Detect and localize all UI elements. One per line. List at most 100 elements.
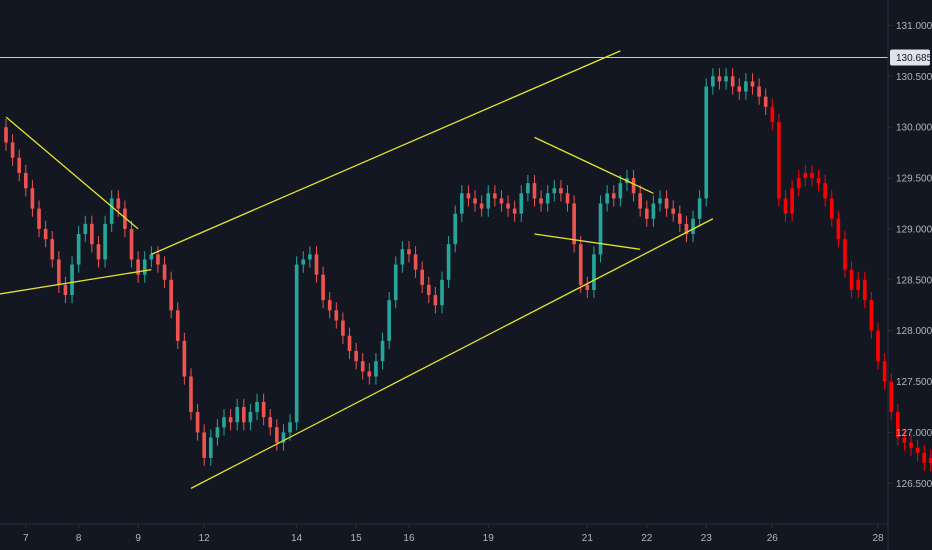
candle-body — [783, 198, 788, 214]
candle-body — [169, 279, 173, 311]
candle-body — [215, 427, 220, 438]
candle-body — [902, 437, 907, 443]
candle-body — [519, 193, 524, 214]
candle-body — [512, 208, 517, 214]
candle-body — [400, 249, 405, 265]
y-axis: 131.000 130.500 130.000 129.500 129.000 128.5… — [888, 21, 932, 490]
candle-body — [4, 127, 8, 143]
candle-body — [810, 172, 814, 179]
candle-body — [123, 208, 127, 229]
y-tick-label: 130.000 — [896, 123, 932, 134]
candle-body — [149, 254, 154, 260]
candle-body — [836, 218, 841, 240]
candle-body — [796, 178, 801, 189]
candle-body — [208, 437, 213, 458]
candle-body — [697, 198, 702, 219]
candle-body — [539, 198, 543, 204]
candle-body — [354, 351, 358, 362]
candle-body — [242, 406, 246, 423]
candle-body — [803, 172, 808, 179]
candle-body — [446, 244, 451, 280]
candle-body — [856, 279, 860, 290]
candle-body — [374, 361, 378, 377]
x-tick-label: 23 — [701, 533, 713, 544]
candle-body — [255, 401, 259, 413]
candle-body — [711, 76, 715, 87]
trendline — [534, 136, 654, 194]
candles-layer — [4, 68, 932, 472]
candle-body — [327, 300, 332, 311]
trendline — [151, 50, 621, 255]
candle-body — [618, 183, 623, 199]
candle-body — [757, 86, 761, 97]
y-tick-label: 127.000 — [896, 428, 932, 439]
candle-body — [387, 300, 391, 341]
candle-body — [96, 244, 101, 260]
candle-body — [380, 340, 385, 362]
candle-body — [433, 295, 438, 306]
candle-body — [777, 122, 781, 199]
candle-body — [341, 320, 345, 336]
candle-body — [103, 223, 107, 260]
candle-body — [10, 142, 15, 158]
candle-body — [915, 447, 920, 453]
x-tick-label: 14 — [291, 533, 303, 544]
candle-body — [136, 259, 140, 275]
candle-body — [651, 203, 656, 219]
candle-body — [420, 269, 424, 285]
candle-body — [413, 254, 418, 270]
candle-body — [24, 172, 28, 189]
candle-body — [585, 284, 590, 290]
candle-body — [37, 208, 41, 229]
candle-body — [499, 198, 504, 204]
candle-body — [334, 310, 339, 321]
candle-body — [109, 198, 114, 224]
candle-body — [869, 300, 874, 331]
candle-body — [889, 381, 894, 413]
candle-body — [843, 239, 847, 270]
y-tick-label: 128.500 — [896, 275, 932, 286]
candle-body — [76, 234, 81, 265]
candle-body — [506, 203, 510, 209]
candle-body — [849, 269, 854, 290]
candle-body — [678, 213, 682, 224]
candle-body — [142, 259, 147, 275]
x-tick-label: 7 — [23, 533, 29, 544]
candle-body — [63, 284, 68, 296]
x-tick-label: 22 — [641, 533, 653, 544]
candle-body — [717, 76, 722, 82]
candle-body — [202, 432, 206, 458]
candle-body — [162, 264, 167, 280]
candle-body — [552, 188, 557, 194]
candle-body — [486, 193, 491, 209]
candle-body — [493, 193, 497, 199]
candle-body — [816, 178, 821, 184]
candle-body — [30, 188, 35, 209]
candle-body — [129, 228, 134, 260]
candle-body — [189, 376, 193, 413]
candle-body — [896, 412, 900, 438]
candle-body — [308, 254, 312, 260]
candle-body — [559, 188, 563, 194]
candle-body — [578, 244, 583, 285]
candle-body — [664, 198, 669, 209]
trendline — [0, 268, 152, 295]
candle-body — [658, 198, 662, 204]
candle-body — [261, 401, 266, 418]
candle-body — [882, 361, 887, 382]
candle-body — [17, 157, 22, 173]
candle-body — [288, 422, 292, 433]
candle-body — [829, 198, 834, 219]
candle-body — [116, 198, 121, 209]
candle-body — [823, 183, 827, 199]
candle-body — [175, 310, 180, 341]
candle-body — [929, 457, 932, 463]
candle-body — [572, 203, 576, 245]
candle-body — [281, 432, 286, 443]
y-tick-label: 131.000 — [896, 21, 932, 32]
candle-body — [598, 203, 603, 255]
candle-body — [57, 259, 61, 285]
candle-body — [671, 208, 676, 214]
x-tick-label: 26 — [767, 533, 779, 544]
